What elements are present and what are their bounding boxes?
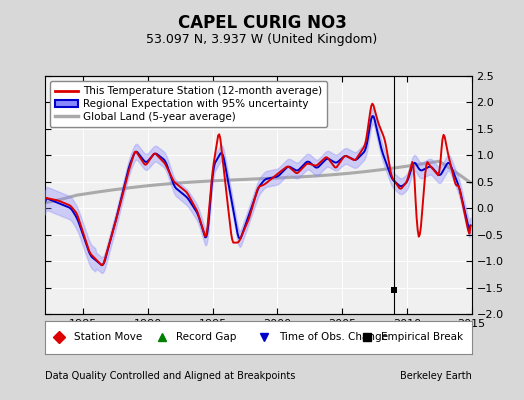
Text: Time of Obs. Change: Time of Obs. Change: [279, 332, 388, 342]
Text: CAPEL CURIG NO3: CAPEL CURIG NO3: [178, 14, 346, 32]
Text: Record Gap: Record Gap: [176, 332, 236, 342]
Y-axis label: Temperature Anomaly (°C): Temperature Anomaly (°C): [523, 116, 524, 274]
Text: Data Quality Controlled and Aligned at Breakpoints: Data Quality Controlled and Aligned at B…: [45, 371, 295, 381]
Text: Station Move: Station Move: [73, 332, 142, 342]
Legend: This Temperature Station (12-month average), Regional Expectation with 95% uncer: This Temperature Station (12-month avera…: [50, 81, 328, 127]
Text: Empirical Break: Empirical Break: [381, 332, 463, 342]
Text: 53.097 N, 3.937 W (United Kingdom): 53.097 N, 3.937 W (United Kingdom): [146, 33, 378, 46]
Text: Berkeley Earth: Berkeley Earth: [400, 371, 472, 381]
